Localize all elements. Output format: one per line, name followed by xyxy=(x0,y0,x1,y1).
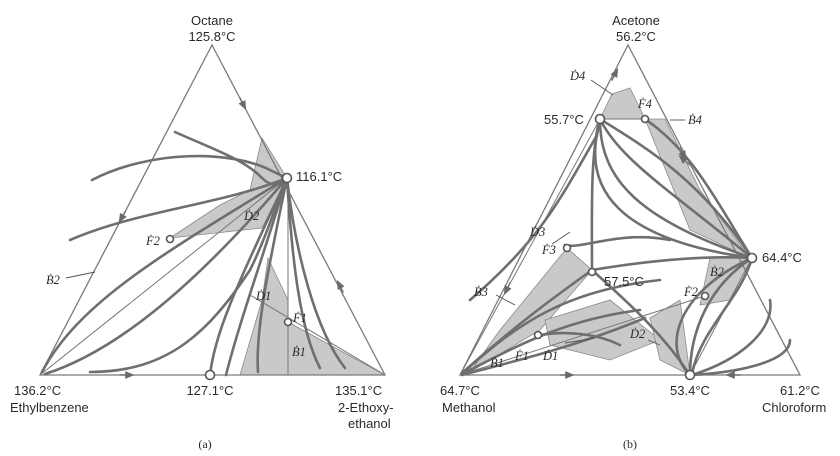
arrow-a-left-edge xyxy=(118,211,127,224)
point-label-a-B2: Ḃ2 xyxy=(46,273,60,287)
residue-curve-a11 xyxy=(285,176,347,370)
residue-curve-a3 xyxy=(68,176,289,242)
point-label-b-D2: Ḋ2 xyxy=(629,327,645,341)
arrow-b-mid-curve xyxy=(678,154,691,166)
arrow-b-left-edge xyxy=(503,282,512,296)
caption-b: (b) xyxy=(623,437,637,451)
feed-node-b-F1 xyxy=(533,330,543,340)
residue-curve-b12 xyxy=(688,256,754,377)
feed-node-b-F4 xyxy=(640,114,650,124)
distillation-boundary-b2 xyxy=(590,255,754,272)
vertex-temp-ethoxyethanol: 135.1°C xyxy=(335,383,382,398)
feed-node-a-F1 xyxy=(283,317,293,327)
point-label-a-D1: Ḋ1 xyxy=(255,289,271,303)
leader-a-B2 xyxy=(65,271,96,279)
azeotrope-node-b-57 xyxy=(587,267,597,277)
vertex-temp-methanol: 64.7°C xyxy=(440,383,480,398)
residue-curve-b5 xyxy=(643,117,754,260)
residue-curve-b2 xyxy=(598,117,754,260)
residue-curve-b3 xyxy=(598,118,754,260)
tie-line-b2 xyxy=(459,118,601,376)
feed-node-b-F2 xyxy=(700,291,710,301)
leader-b-D3 xyxy=(551,231,571,245)
vertex-temp-acetone: 56.2°C xyxy=(616,29,656,44)
shaded-region-b-bottom-right xyxy=(649,299,691,376)
vertex-label-methanol: Methanol xyxy=(442,400,496,415)
vertex-label-chloroform: Chloroform xyxy=(762,400,826,415)
caption-a: (a) xyxy=(198,437,211,451)
residue-curve-b10 xyxy=(460,316,647,377)
arrow-b-top-right-edge xyxy=(678,147,687,161)
residue-curve-a10 xyxy=(285,176,322,370)
feed-node-a-F2 xyxy=(165,234,175,244)
residue-curve-a8 xyxy=(224,176,289,377)
vertex-label-ethoxyethanol-1: 2-Ethoxy- xyxy=(338,400,394,415)
point-label-b-F3: Ḟ3 xyxy=(541,243,556,257)
vertex-temp-ethylbenzene: 136.2°C xyxy=(14,383,61,398)
leader-b-D1 xyxy=(564,337,596,344)
residue-curve-a7 xyxy=(208,176,289,377)
point-label-b-D1: Ḋ1 xyxy=(542,349,558,363)
point-label-b-D4: Ḋ4 xyxy=(569,69,585,83)
point-label-b-F4: Ḟ4 xyxy=(637,97,652,111)
azeotrope-node-b-53 xyxy=(684,369,696,381)
vertex-label-acetone: Acetone xyxy=(612,13,660,28)
azeotrope-node-a-127 xyxy=(204,369,216,381)
vertex-label-octane: Octane xyxy=(191,13,233,28)
azeotrope-label-a-116: 116.1°C xyxy=(296,169,342,184)
residue-curve-b13 xyxy=(675,256,754,377)
shaded-region-b-right-upper xyxy=(644,118,751,259)
vertex-temp-octane: 125.8°C xyxy=(188,29,235,44)
tie-line-a1 xyxy=(39,177,288,376)
azeotrope-label-b-55: 55.7°C xyxy=(544,112,584,127)
tie-line-a3 xyxy=(249,294,386,376)
point-label-a-B1: Ḃ1 xyxy=(292,345,306,359)
leader-b-D2 xyxy=(647,339,661,346)
point-label-b-B3: Ḃ3 xyxy=(474,285,488,299)
shaded-region-b-left xyxy=(469,247,593,373)
azeotrope-node-b-64 xyxy=(746,252,758,264)
point-label-a-F2: Ḟ2 xyxy=(145,234,160,248)
point-label-b-B2: Ḃ2 xyxy=(710,265,724,279)
diagram-a: Octane 125.8°C 116.1°C 136.2°C Ethylbenz… xyxy=(10,13,394,451)
arrow-a-right-edge xyxy=(336,279,345,293)
residue-curve-b8 xyxy=(460,278,662,376)
residue-curve-b11 xyxy=(538,331,622,347)
point-label-a-D2: Ḋ2 xyxy=(243,209,259,223)
residue-curve-b16 xyxy=(690,338,792,377)
azeotrope-label-b-64: 64.4°C xyxy=(762,250,802,265)
arrow-a-top-edge xyxy=(238,97,247,111)
point-label-b-F2: Ḟ2 xyxy=(683,285,698,299)
residue-curve-b4 xyxy=(593,120,754,260)
feed-node-b-F3 xyxy=(562,243,572,253)
point-label-b-D3: Ḋ3 xyxy=(529,225,545,239)
residue-curve-b14 xyxy=(690,256,754,376)
azeotrope-label-b-53: 53.4°C xyxy=(670,383,710,398)
residue-curve-b7 xyxy=(563,235,672,248)
point-label-b-F1: Ḟ1 xyxy=(514,349,529,363)
azeotrope-node-a-116 xyxy=(281,172,293,184)
point-label-a-F1: Ḟ1 xyxy=(292,311,307,325)
residue-curve-b15 xyxy=(690,298,772,377)
residue-curve-a9 xyxy=(256,176,289,374)
leader-b-D4 xyxy=(590,79,614,96)
point-label-b-B1: Ḃ1 xyxy=(490,356,504,370)
leader-b-B3 xyxy=(495,294,516,306)
vertex-label-ethoxyethanol-2: ethanol xyxy=(348,416,391,431)
vertex-temp-chloroform: 61.2°C xyxy=(780,383,820,398)
residue-curve-a4 xyxy=(40,176,289,374)
residue-curve-a5 xyxy=(43,176,289,376)
arrow-b-top-left-edge xyxy=(610,67,619,81)
residue-curve-b1 xyxy=(598,117,754,260)
diagram-b: Acetone 56.2°C 55.7°C 64.4°C 57.5°C 64.7… xyxy=(440,13,826,451)
azeotrope-label-a-127: 127.1°C xyxy=(186,383,233,398)
azeotrope-node-b-55 xyxy=(594,113,606,125)
residue-curve-b6 xyxy=(468,133,599,302)
azeotrope-label-b-57: 57.5°C xyxy=(604,274,644,289)
point-label-b-B4: Ḃ4 xyxy=(688,113,702,127)
vertex-label-ethylbenzene: Ethylbenzene xyxy=(10,400,89,415)
